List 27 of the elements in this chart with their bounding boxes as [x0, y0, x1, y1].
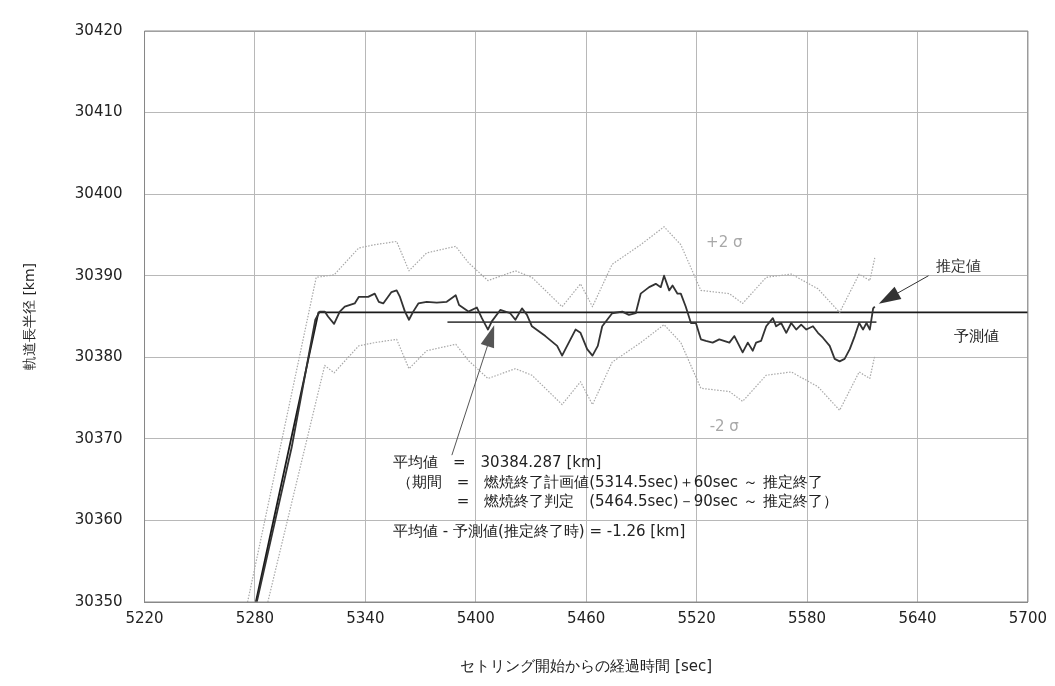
annotation: = 燃焼終了判定 (5464.5sec)－90sec ～ 推定終了） — [396, 492, 838, 511]
x-tick-label: 5340 — [346, 608, 385, 627]
annotation: 平均値 - 予測値(推定終了時) = -1.26 [km] — [392, 521, 686, 540]
y-tick-label: 30390 — [74, 265, 123, 284]
x-tick-label: 5460 — [567, 608, 606, 627]
y-tick-label: 30410 — [74, 102, 123, 121]
x-tick-label: 5580 — [787, 608, 827, 627]
x-tick-label: 5220 — [125, 608, 164, 627]
series-label: +2 σ — [706, 232, 743, 251]
x-tick-label: 5640 — [898, 608, 937, 627]
x-tick-label: 5700 — [1008, 608, 1048, 627]
series-label: -2 σ — [709, 416, 740, 435]
y-tick-label: 30420 — [74, 20, 123, 39]
y-tick-label: 30350 — [74, 591, 123, 610]
y-tick-label: 30370 — [74, 428, 123, 447]
y-axis-title: 軌道長半径 [km] — [21, 262, 38, 371]
x-axis-title: セトリング開始からの経過時間 [sec] — [460, 656, 713, 675]
annotation: 平均値 = 30384.287 [km] — [392, 453, 602, 472]
x-tick-label: 5520 — [677, 608, 716, 627]
x-tick-label: 5280 — [235, 608, 275, 627]
text: 推定値 — [935, 257, 981, 276]
y-tick-label: 30380 — [74, 347, 123, 366]
series-label: 予測値 — [954, 326, 1000, 345]
y-tick-label: 30360 — [74, 510, 123, 529]
annotation: （期間 = 燃焼終了計画値(5314.5sec)＋60sec ～ 推定終了 — [396, 472, 823, 491]
x-tick-label: 5400 — [456, 608, 495, 627]
y-tick-label: 30400 — [74, 184, 123, 203]
